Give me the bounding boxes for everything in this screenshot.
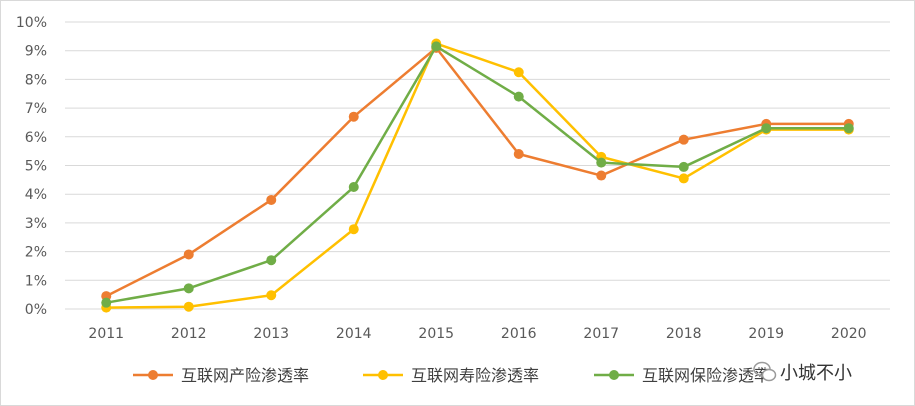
data-point bbox=[678, 173, 689, 184]
x-axis-tick-labels: 2011 2012 2013 2014 2015 2016 2017 2018 2019 2020 bbox=[88, 326, 866, 342]
data-point bbox=[266, 290, 277, 301]
legend-marker bbox=[378, 370, 388, 380]
x-tick-label: 2011 bbox=[88, 326, 124, 342]
data-point bbox=[266, 255, 277, 266]
y-tick-label: 3% bbox=[25, 216, 47, 232]
x-tick-label: 2020 bbox=[831, 326, 867, 342]
data-point bbox=[183, 249, 194, 260]
series-layer bbox=[101, 38, 854, 313]
y-tick-label: 0% bbox=[25, 302, 47, 318]
y-tick-label: 4% bbox=[25, 187, 47, 203]
x-tick-label: 2013 bbox=[253, 326, 289, 342]
legend-marker bbox=[609, 370, 619, 380]
data-point bbox=[596, 170, 607, 181]
y-axis-tick-labels: 0% 1% 2% 3% 4% 5% 6% 7% 8% 9% 10% bbox=[16, 15, 47, 318]
legend-label: 互联网保险渗透率 bbox=[642, 366, 770, 385]
gridlines bbox=[65, 21, 890, 310]
y-tick-label: 9% bbox=[25, 44, 47, 60]
data-point bbox=[843, 123, 854, 134]
data-point bbox=[266, 194, 277, 205]
x-tick-label: 2014 bbox=[336, 326, 372, 342]
watermark: 小城不小 bbox=[753, 361, 852, 384]
data-point bbox=[431, 41, 442, 52]
series-line bbox=[106, 45, 849, 304]
data-point bbox=[678, 134, 689, 145]
x-tick-label: 2012 bbox=[171, 326, 207, 342]
series-line bbox=[106, 42, 849, 309]
x-tick-label: 2018 bbox=[666, 326, 702, 342]
series-line bbox=[105, 46, 849, 298]
legend-label: 互联网寿险渗透率 bbox=[411, 366, 539, 385]
data-point bbox=[678, 161, 689, 172]
watermark-text: 小城不小 bbox=[780, 363, 852, 384]
y-tick-label: 10% bbox=[16, 15, 47, 31]
series-1 bbox=[101, 42, 854, 302]
data-point bbox=[513, 91, 524, 102]
legend-label: 互联网产险渗透率 bbox=[181, 366, 309, 385]
data-point bbox=[183, 283, 194, 294]
data-point bbox=[101, 297, 112, 308]
legend: 互联网产险渗透率 互联网寿险渗透率 互联网保险渗透率 bbox=[133, 366, 770, 385]
data-point bbox=[513, 149, 524, 160]
x-tick-label: 2016 bbox=[501, 326, 537, 342]
y-tick-label: 1% bbox=[25, 273, 47, 289]
y-tick-label: 7% bbox=[25, 101, 47, 117]
y-tick-label: 6% bbox=[25, 130, 47, 146]
data-point bbox=[348, 182, 359, 193]
series-3 bbox=[101, 41, 854, 308]
data-point bbox=[513, 67, 524, 78]
x-tick-label: 2015 bbox=[418, 326, 454, 342]
wechat-icon bbox=[753, 361, 777, 382]
legend-item: 互联网寿险渗透率 bbox=[363, 366, 539, 385]
legend-item: 互联网产险渗透率 bbox=[133, 366, 309, 385]
legend-item: 互联网保险渗透率 bbox=[594, 366, 770, 385]
legend-marker bbox=[148, 370, 158, 380]
y-tick-label: 5% bbox=[25, 159, 47, 175]
data-point bbox=[348, 111, 359, 122]
data-point bbox=[183, 301, 194, 312]
x-tick-label: 2019 bbox=[748, 326, 784, 342]
y-tick-label: 8% bbox=[25, 72, 47, 88]
data-point bbox=[596, 157, 607, 168]
data-point bbox=[761, 123, 772, 134]
x-tick-label: 2017 bbox=[583, 326, 619, 342]
y-tick-label: 2% bbox=[25, 245, 47, 261]
data-point bbox=[348, 224, 359, 235]
